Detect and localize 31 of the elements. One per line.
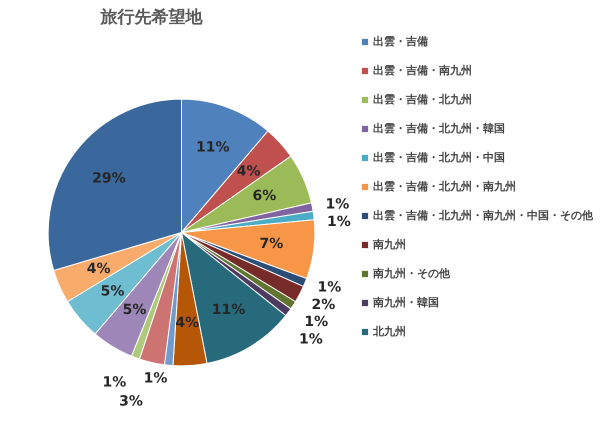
data-label: 3% [119,393,143,410]
data-label: 1% [299,332,323,348]
legend-label: 出雲・吉備 [373,34,428,49]
legend-label: 出雲・吉備・南九州 [373,63,472,78]
data-label: 6% [252,188,276,204]
legend-label: 出雲・吉備・北九州・韓国 [373,121,505,136]
data-label: 4% [236,164,261,180]
data-label: 1% [325,196,350,212]
data-label: 11% [196,139,230,156]
data-label: 7% [260,236,284,252]
data-label: 1% [326,214,351,230]
legend-label: 出雲・吉備・北九州・南九州・中国・その他 [373,208,593,223]
legend-label: 出雲・吉備・北九州・南九州 [373,179,516,194]
data-label: 4% [86,261,110,278]
data-label: 11% [212,302,246,318]
data-label: 1% [304,314,328,330]
data-label: 5% [100,283,124,300]
legend-label: 出雲・吉備・北九州・中国 [373,150,505,165]
legend-label: 北九州 [373,324,406,339]
data-label: 1% [102,374,126,391]
chart-title: 旅行先希望地 [100,8,204,28]
legend-label: 南九州・その他 [373,266,450,281]
legend-label: 南九州・韓国 [373,295,439,310]
data-label: 5% [122,302,146,318]
data-label: 2% [312,296,336,313]
data-label: 29% [92,170,126,186]
data-label: 1% [144,370,168,386]
legend-label: 南九州 [373,237,406,252]
data-label: 1% [317,280,342,296]
data-label: 4% [175,314,200,331]
legend-label: 出雲・吉備・北九州 [373,92,472,107]
